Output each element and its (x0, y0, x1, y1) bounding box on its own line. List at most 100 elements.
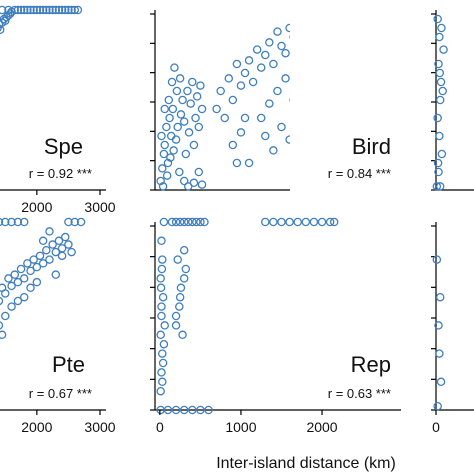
data-point (435, 292, 445, 302)
data-point (156, 274, 165, 283)
panel-label: Spe (44, 134, 83, 159)
data-point (359, 15, 366, 22)
data-point (269, 59, 278, 69)
data-point (181, 149, 191, 159)
data-point (265, 99, 274, 108)
data-point (38, 5, 48, 15)
data-point (248, 77, 258, 87)
data-point (158, 182, 168, 191)
data-point (434, 167, 443, 177)
data-point (244, 56, 254, 65)
data-point (76, 217, 86, 227)
data-point (158, 377, 167, 387)
data-point (200, 217, 209, 227)
data-point (175, 302, 184, 311)
data-point (335, 10, 342, 17)
data-point (29, 255, 38, 264)
data-point (45, 227, 54, 236)
data-point (436, 77, 446, 87)
data-point (0, 321, 4, 330)
data-point (57, 5, 67, 15)
data-point (285, 23, 290, 33)
data-point (158, 164, 167, 173)
data-point (171, 311, 181, 321)
data-point (314, 51, 321, 58)
data-point (64, 240, 73, 249)
data-point (167, 217, 177, 227)
data-point (67, 247, 76, 257)
data-point (0, 296, 4, 306)
data-point (281, 48, 290, 58)
data-point (435, 131, 444, 141)
data-point (306, 69, 313, 76)
data-point (42, 5, 51, 15)
data-point (54, 5, 64, 15)
data-point (175, 167, 184, 177)
data-point (26, 266, 35, 276)
data-point (16, 264, 26, 274)
data-point (433, 14, 442, 24)
data-point (212, 104, 221, 114)
data-point (294, 114, 301, 121)
data-point (256, 113, 266, 123)
data-point (42, 245, 51, 255)
data-point (48, 5, 57, 15)
data-point (158, 292, 168, 302)
data-point (309, 217, 319, 227)
panel-bird: Bird r = 0.84 *** (150, 8, 391, 191)
data-point (375, 17, 382, 24)
data-point (244, 158, 254, 168)
data-point (163, 158, 173, 168)
panel-rep-area (150, 217, 401, 415)
data-point (175, 74, 185, 83)
data-point (10, 5, 19, 15)
data-point (64, 5, 73, 15)
data-point (351, 14, 358, 21)
data-point (179, 405, 189, 415)
data-point (327, 17, 334, 24)
data-point (261, 217, 270, 227)
data-point (437, 149, 447, 159)
data-point (4, 274, 13, 283)
data-point (436, 377, 446, 387)
x-tick-label: 2000 (21, 419, 52, 435)
data-point (57, 251, 67, 261)
data-point (194, 167, 204, 177)
data-point (156, 283, 166, 293)
data-point (318, 12, 325, 19)
data-point (252, 45, 262, 54)
data-point (228, 95, 238, 105)
data-point (197, 180, 207, 189)
data-point (178, 95, 187, 105)
data-point (7, 217, 16, 227)
x-tick-label: 0 (156, 419, 164, 435)
data-point (178, 330, 187, 340)
data-point (19, 5, 29, 15)
data-point (277, 217, 286, 227)
data-point (157, 236, 166, 246)
data-point (232, 59, 242, 69)
data-point (163, 405, 173, 415)
data-point (171, 135, 181, 144)
x-tick-label: 2000 (306, 419, 337, 435)
data-point (179, 117, 189, 126)
data-point (306, 24, 313, 31)
data-point (347, 8, 354, 15)
data-point (224, 74, 234, 83)
panel-right-bottom: 0 (431, 222, 474, 435)
data-point (435, 182, 445, 191)
data-point (179, 176, 189, 186)
data-point (434, 321, 443, 330)
data-point (160, 104, 169, 114)
data-point (173, 255, 182, 264)
data-point (160, 140, 169, 150)
data-point (435, 349, 444, 358)
correlation-label: r = 0.92 *** (29, 166, 92, 181)
data-point (172, 86, 182, 96)
data-point (73, 5, 83, 15)
data-point (167, 77, 177, 87)
data-point (355, 12, 362, 19)
data-point (162, 122, 171, 132)
data-point (176, 283, 186, 293)
data-point (433, 158, 443, 168)
